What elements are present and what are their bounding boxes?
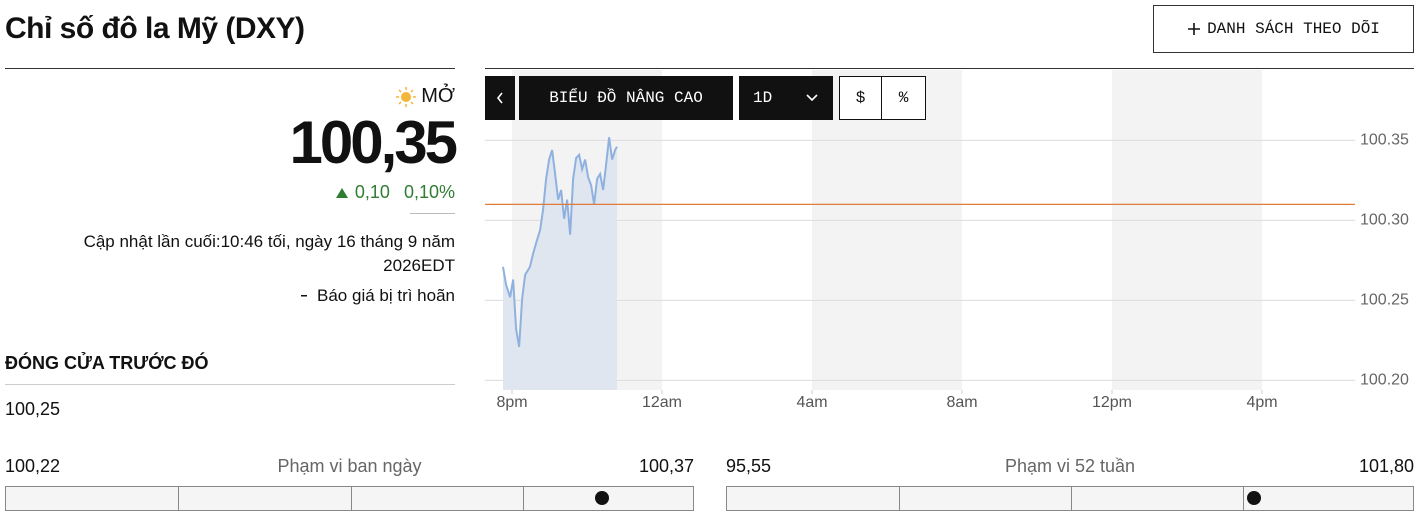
percent-label: % bbox=[898, 89, 909, 107]
range-high: 100,37 bbox=[638, 456, 694, 476]
range-high: 101,80 bbox=[1358, 456, 1414, 476]
delay-note: Báo giá bị trì hoãn bbox=[317, 286, 455, 305]
x-tick-label: 4pm bbox=[1246, 394, 1277, 411]
range-divider bbox=[350, 487, 352, 510]
x-tick-label: 12pm bbox=[1092, 394, 1132, 411]
divider bbox=[410, 213, 455, 214]
divider bbox=[485, 68, 1414, 69]
back-button[interactable] bbox=[485, 76, 515, 120]
session-band bbox=[1112, 70, 1262, 390]
market-status: MỞ bbox=[395, 85, 455, 108]
chart: 100.20 100.25 100.30 100.35 8pm 12am 4am 8am 12p… bbox=[485, 70, 1409, 411]
percent-button[interactable]: % bbox=[881, 76, 926, 120]
page-title: Chỉ số đô la Mỹ (DXY) bbox=[5, 12, 305, 45]
advanced-chart-label: BIỂU ĐỒ NÂNG CAO bbox=[549, 89, 703, 107]
x-tick-label: 8am bbox=[946, 394, 977, 411]
x-tick-label: 4am bbox=[796, 394, 827, 411]
range-divider bbox=[899, 487, 900, 510]
area bbox=[503, 137, 617, 390]
range-marker bbox=[595, 491, 610, 505]
previous-close-label: ĐÓNG CỬA TRƯỚC ĐÓ bbox=[5, 353, 209, 373]
range-bar bbox=[726, 486, 1414, 511]
change-percent: 0,10% bbox=[403, 182, 455, 202]
session-band bbox=[812, 70, 962, 390]
y-tick-label: 100.25 bbox=[1360, 292, 1409, 309]
plus-icon bbox=[1188, 23, 1201, 35]
up-arrow bbox=[335, 187, 348, 198]
change: 0,10 bbox=[354, 182, 390, 202]
chevron-down bbox=[806, 94, 818, 102]
range-divider bbox=[1243, 487, 1244, 510]
advanced-chart-button[interactable]: BIỂU ĐỒ NÂNG CAO bbox=[519, 76, 733, 120]
dollar-label: $ bbox=[855, 89, 866, 107]
range-bar bbox=[5, 486, 694, 511]
y-tick-label: 100.20 bbox=[1360, 372, 1409, 389]
range-label: Phạm vi 52 tuần bbox=[1004, 456, 1136, 476]
divider bbox=[5, 68, 455, 69]
dollar-button[interactable]: $ bbox=[839, 76, 882, 120]
delay-row: Báo giá bị trì hoãn bbox=[301, 286, 455, 306]
divider bbox=[5, 384, 455, 385]
x-tick-label: 8pm bbox=[496, 394, 527, 411]
last-updated: Cập nhật lần cuối:10:46 tối, ngày 16 thá… bbox=[83, 232, 455, 275]
watchlist-label: DANH SÁCH THEO DÕI bbox=[1207, 20, 1380, 38]
sun-icon bbox=[396, 86, 417, 107]
previous-close: 100,25 bbox=[5, 399, 61, 419]
range-label: Phạm vi ban ngày bbox=[277, 456, 422, 476]
x-tick-label: 12am bbox=[642, 394, 682, 411]
dash-icon bbox=[301, 295, 308, 297]
range-divider bbox=[522, 487, 524, 510]
interval-label: 1D bbox=[753, 89, 773, 107]
change-row: 0,10 0,10% bbox=[335, 182, 455, 203]
price: 100,35 bbox=[289, 109, 458, 176]
range-divider bbox=[178, 487, 180, 510]
status-text: MỞ bbox=[421, 85, 455, 107]
interval-select[interactable]: 1D bbox=[739, 76, 833, 120]
chevron-left bbox=[496, 92, 503, 104]
range-divider bbox=[1071, 487, 1072, 510]
range-marker bbox=[1247, 491, 1262, 505]
range-low: 95,55 bbox=[726, 456, 772, 476]
y-tick-label: 100.35 bbox=[1360, 132, 1409, 149]
watchlist-button[interactable]: DANH SÁCH THEO DÕI bbox=[1153, 5, 1414, 53]
range-low: 100,22 bbox=[5, 456, 61, 476]
y-tick-label: 100.30 bbox=[1360, 212, 1409, 229]
